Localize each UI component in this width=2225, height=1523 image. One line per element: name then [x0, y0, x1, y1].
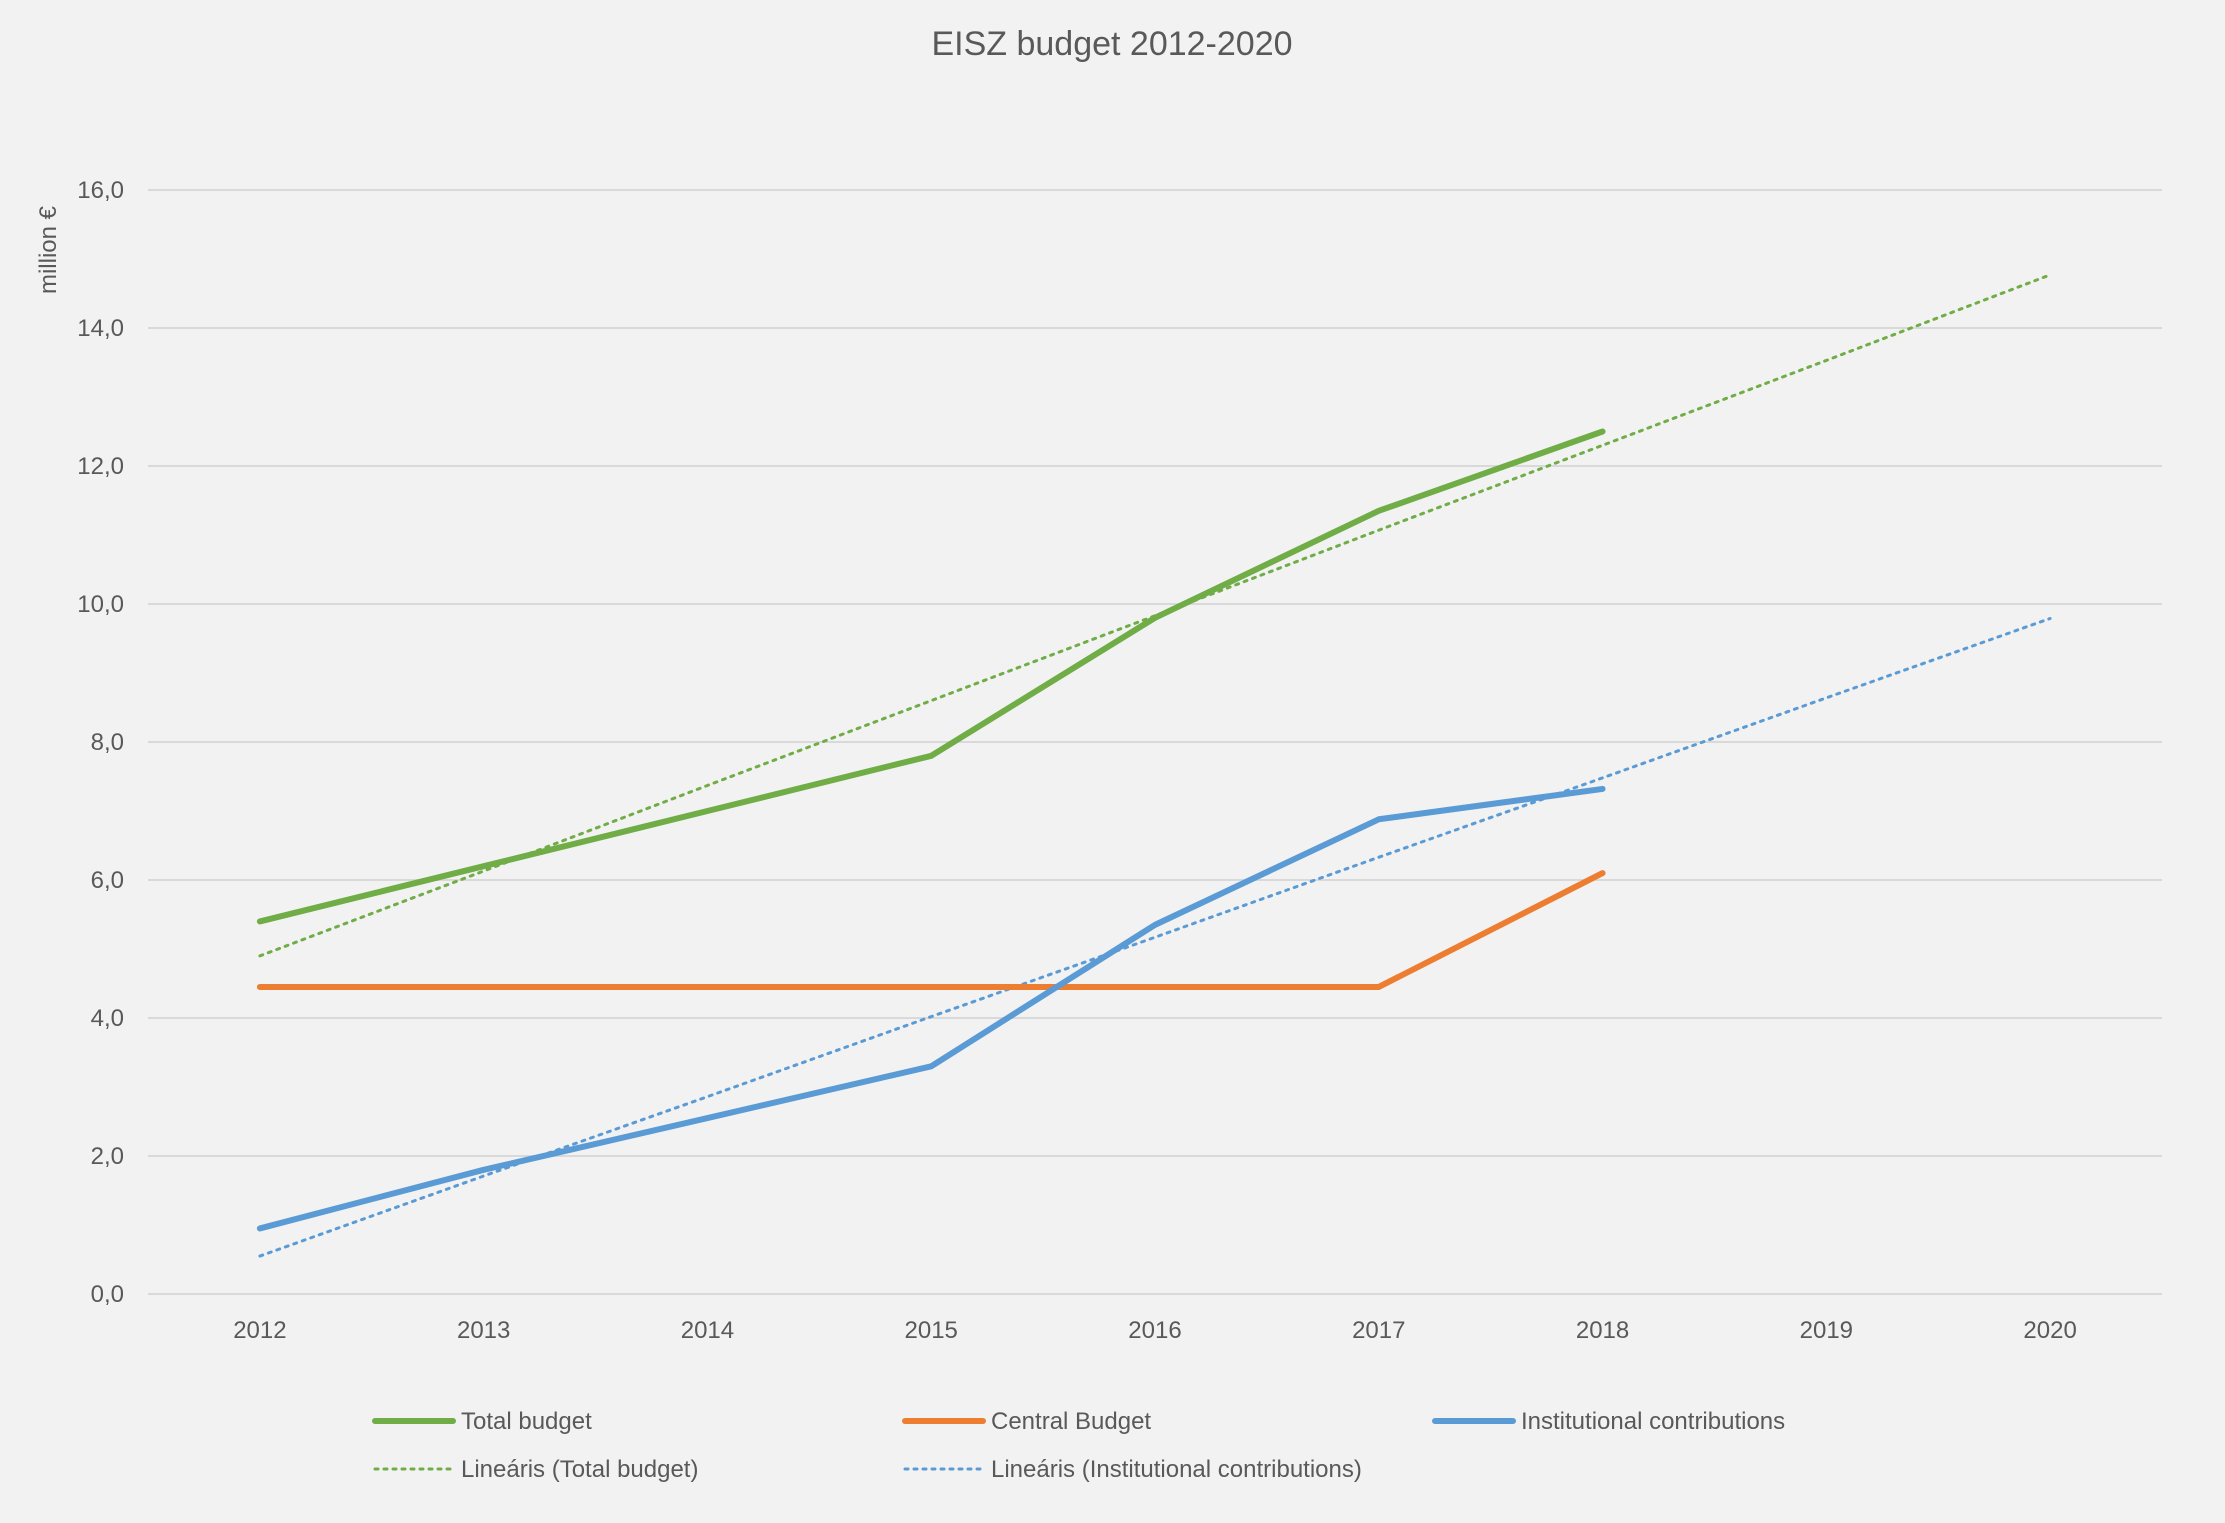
- legend-label: Central Budget: [991, 1408, 1151, 1435]
- series-line-1: [256, 428, 1606, 925]
- legend-label: Lineáris (Total budget): [461, 1456, 698, 1483]
- y-tick-label: 4,0: [91, 1005, 124, 1032]
- y-tick-label: 6,0: [91, 867, 124, 894]
- x-tick-label: 2012: [233, 1317, 286, 1344]
- y-tick-label: 12,0: [77, 453, 124, 480]
- legend: Total budget Central Budget Institutional …: [372, 1408, 1785, 1483]
- series-line-2: [256, 870, 1606, 990]
- x-tick-label: 2015: [905, 1317, 958, 1344]
- y-axis-label: million €: [35, 205, 62, 294]
- gridlines: [148, 189, 2162, 1295]
- series-line-3: [256, 785, 1606, 1232]
- x-tick-label: 2016: [1128, 1317, 1181, 1344]
- y-tick-label: 14,0: [77, 315, 124, 342]
- x-tick-label: 2017: [1352, 1317, 1405, 1344]
- chart-title: EISZ budget 2012-2020: [931, 25, 1292, 63]
- y-axis-ticks: 0,0 2,0 4,0 6,0 8,0 10,0 12,0 14,0 16,0: [77, 177, 124, 1308]
- x-tick-label: 2014: [681, 1317, 734, 1344]
- y-tick-label: 2,0: [91, 1143, 124, 1170]
- x-axis-ticks: 2012 2013 2014 2015 2016 2017 2018 2019 2020: [233, 1317, 2077, 1344]
- x-tick-label: 2013: [457, 1317, 510, 1344]
- legend-label: Lineáris (Institutional contributions): [991, 1456, 1362, 1483]
- legend-label: Institutional contributions: [1521, 1408, 1785, 1435]
- series-layer: [256, 273, 2052, 1258]
- x-tick-label: 2018: [1576, 1317, 1629, 1344]
- legend-label: Total budget: [461, 1408, 592, 1435]
- x-tick-label: 2019: [1800, 1317, 1853, 1344]
- y-tick-label: 16,0: [77, 177, 124, 204]
- y-tick-label: 10,0: [77, 591, 124, 618]
- x-tick-label: 2020: [2023, 1317, 2076, 1344]
- y-tick-label: 0,0: [91, 1281, 124, 1308]
- y-tick-label: 8,0: [91, 729, 124, 756]
